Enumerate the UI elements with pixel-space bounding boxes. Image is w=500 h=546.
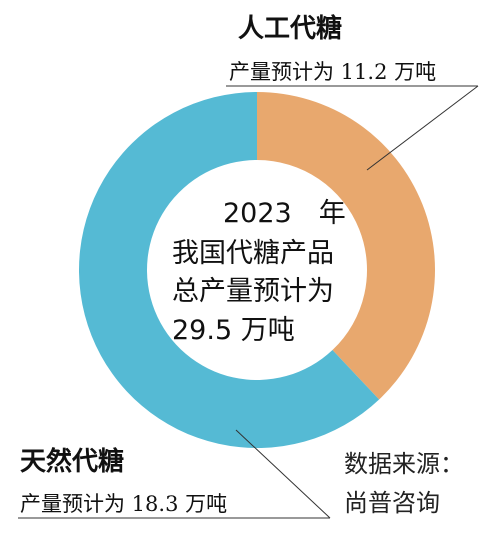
leader-line-natural [235, 429, 331, 519]
center-text-line2: 我国代糖产品 [172, 238, 334, 269]
source-label: 数据来源： [344, 450, 464, 478]
slice-label-natural-value: 产量预计为 18.3 万吨 [20, 492, 227, 516]
source-name: 尚普咨询 [344, 489, 440, 517]
center-text-total: 29.5 万吨 [172, 315, 295, 346]
slice-label-artificial-name: 人工代糖 [238, 13, 342, 44]
donut-slice-artificial [257, 91, 436, 400]
leader-line-artificial [366, 85, 479, 171]
slice-label-artificial-value: 产量预计为 11.2 万吨 [229, 60, 436, 84]
center-text-line3: 总产量预计为 [172, 276, 334, 307]
donut-slice-natural [79, 92, 380, 448]
center-text-year: 2023 年 [223, 198, 346, 229]
leader-lines [18, 85, 479, 519]
donut-slices [79, 91, 436, 448]
slice-label-natural-name: 天然代糖 [20, 446, 124, 477]
